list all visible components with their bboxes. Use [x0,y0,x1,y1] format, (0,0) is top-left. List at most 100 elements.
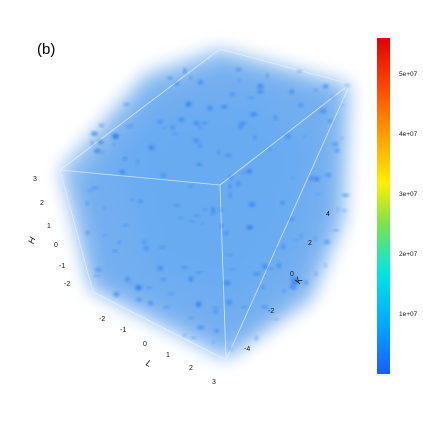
voxel-blob [148,301,153,305]
voxel-blob [162,126,167,129]
voxel-blob [331,95,335,98]
l-tick-label: 1 [166,352,170,359]
voxel-blob [248,202,256,207]
l-tick-label: -1 [120,327,126,334]
voxel-blob [98,140,104,145]
voxel-blob [212,306,219,309]
voxel-blob [291,176,294,179]
colorbar-tick-label: 5e+07 [399,71,418,78]
voxel-blob [163,306,169,309]
voxel-blob [289,276,292,280]
voxel-blob [298,103,303,107]
panel-label: (b) [37,41,56,58]
voxel-blob [238,79,241,83]
h-tick-label: -2 [64,281,70,288]
voxel-blob [257,84,264,88]
voxel-blob [309,176,314,181]
voxel-blob [314,177,320,181]
l-tick-label: 3 [212,379,216,386]
voxel-blob [283,289,286,293]
colorbar-tick-label: 3e+07 [399,191,418,198]
voxel-blob [277,263,281,268]
voxel-blob [236,181,241,186]
voxel-blob [333,229,340,232]
voxel-blob [112,133,119,139]
voxel-blob [113,250,117,253]
voxel-blob [266,73,269,79]
k-tick-label: -2 [268,308,274,315]
voxel-blob [292,286,296,290]
voxel-blob [323,240,330,244]
voxel-blob [342,209,347,212]
voxel-blob [228,184,232,190]
voxel-blob [168,292,173,295]
voxel-blob [220,224,223,228]
voxel-blob [227,254,233,256]
voxel-blob [189,76,192,80]
voxel-blob [157,120,163,124]
voxel-blob [138,200,142,203]
voxel-blob [235,68,242,71]
voxel-blob [91,186,99,189]
voxel-blob [207,105,213,111]
voxel-blob [189,185,193,188]
voxel-blob [90,131,98,136]
voxel-blob [253,134,257,140]
voxel-blob [183,68,186,74]
h-tick-label: 2 [40,200,44,207]
voxel-blob [130,283,133,285]
k-axis: -4 -2 0 2 4 K [244,211,330,353]
voxel-blob [201,121,208,124]
voxel-blob [203,208,207,211]
voxel-blob [112,142,116,147]
voxel-blob [87,189,93,192]
voxel-blob [340,137,344,140]
voxel-blob [135,285,142,291]
voxel-blob [267,268,274,270]
voxel-blob [189,276,193,282]
l-tick-label: 2 [189,365,193,372]
voxel-blob [113,292,120,297]
voxel-blob [246,169,253,174]
voxel-blob [117,241,121,244]
h-tick-label: 1 [47,223,51,230]
voxel-blob [172,133,178,135]
voxel-blob [225,300,233,305]
voxel-blob [178,117,185,122]
voxel-blob [197,326,204,329]
voxel-blob [136,159,139,164]
voxel-blob [93,275,100,277]
voxel-blob [85,231,90,235]
voxel-blob [194,121,199,125]
voxel-blob [170,125,175,130]
voxel-blob [328,119,332,123]
voxel-blob [332,142,339,147]
voxel-blob [183,334,187,337]
volume-cloud [60,49,350,360]
voxel-blob [101,150,104,154]
voxel-blob [95,148,100,153]
voxel-blob [217,150,221,155]
voxel-blob [269,147,272,151]
voxel-blob [230,92,236,97]
voxel-blob [214,309,218,314]
voxel-blob [159,246,166,249]
voxel-blob [325,173,332,177]
voxel-blob [119,170,126,174]
colorbar-ticks: 1e+07 2e+07 3e+07 4e+07 5e+07 [399,71,418,318]
voxel-blob [240,171,247,174]
voxel-blob [322,84,329,89]
colorbar-tick-label: 2e+07 [399,251,418,258]
voxel-blob [174,82,180,86]
voxel-blob [229,193,232,198]
voxel-blob [123,224,129,227]
voxel-blob [196,271,203,274]
voxel-blob [181,266,188,269]
voxel-blob [125,277,130,282]
voxel-blob [141,240,147,244]
voxel-blob [291,280,298,285]
h-axis: 3 2 1 0 -1 -2 H [26,176,70,288]
voxel-blob [248,96,254,99]
voxel-blob [228,347,233,351]
